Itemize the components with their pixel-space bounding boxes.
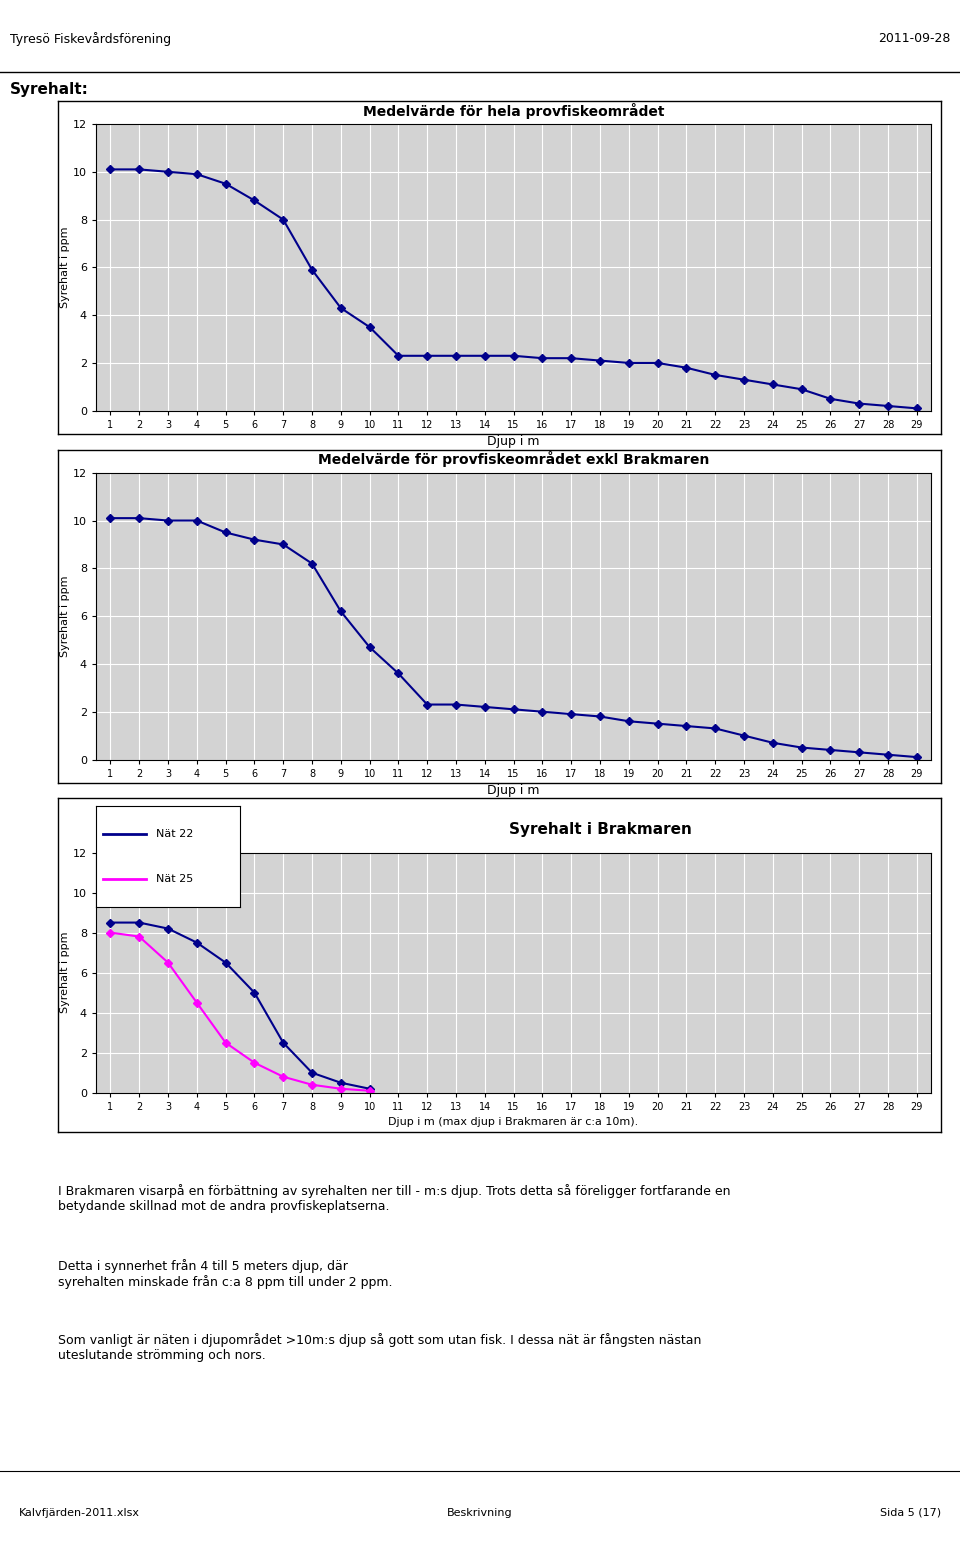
Text: Som vanligt är näten i djupområdet >10m:s djup så gott som utan fisk. I dessa nä: Som vanligt är näten i djupområdet >10m:… xyxy=(58,1333,701,1362)
Text: Syrehalt i Brakmaren: Syrehalt i Brakmaren xyxy=(509,822,691,837)
X-axis label: Djup i m: Djup i m xyxy=(488,436,540,448)
Text: Nät 22: Nät 22 xyxy=(156,829,194,839)
Y-axis label: Syrehalt i ppm: Syrehalt i ppm xyxy=(60,226,70,308)
X-axis label: Djup i m: Djup i m xyxy=(488,784,540,797)
Text: Beskrivning: Beskrivning xyxy=(447,1508,513,1517)
Text: I Brakmaren visarpå en förbättning av syrehalten ner till - m:s djup. Trots dett: I Brakmaren visarpå en förbättning av sy… xyxy=(58,1184,731,1214)
Text: Detta i synnerhet från 4 till 5 meters djup, där
syrehalten minskade från c:a 8 : Detta i synnerhet från 4 till 5 meters d… xyxy=(58,1259,392,1288)
Text: Sida 5 (17): Sida 5 (17) xyxy=(879,1508,941,1517)
Y-axis label: Syrehalt i ppm: Syrehalt i ppm xyxy=(60,575,70,657)
X-axis label: Djup i m (max djup i Brakmaren är c:a 10m).: Djup i m (max djup i Brakmaren är c:a 10… xyxy=(389,1118,638,1127)
Text: Syrehalt:: Syrehalt: xyxy=(10,82,88,96)
Text: 2011-09-28: 2011-09-28 xyxy=(878,33,950,45)
Y-axis label: Syrehalt i ppm: Syrehalt i ppm xyxy=(60,932,70,1014)
Text: Nät 25: Nät 25 xyxy=(156,874,194,883)
Text: Kalvfjärden-2011.xlsx: Kalvfjärden-2011.xlsx xyxy=(19,1508,140,1517)
Text: Tyresö Fiskevårdsförening: Tyresö Fiskevårdsförening xyxy=(10,31,171,46)
Title: Medelvärde för provfiskeområdet exkl Brakmaren: Medelvärde för provfiskeområdet exkl Bra… xyxy=(318,451,709,468)
Title: Medelvärde för hela provfiskeområdet: Medelvärde för hela provfiskeområdet xyxy=(363,102,664,119)
